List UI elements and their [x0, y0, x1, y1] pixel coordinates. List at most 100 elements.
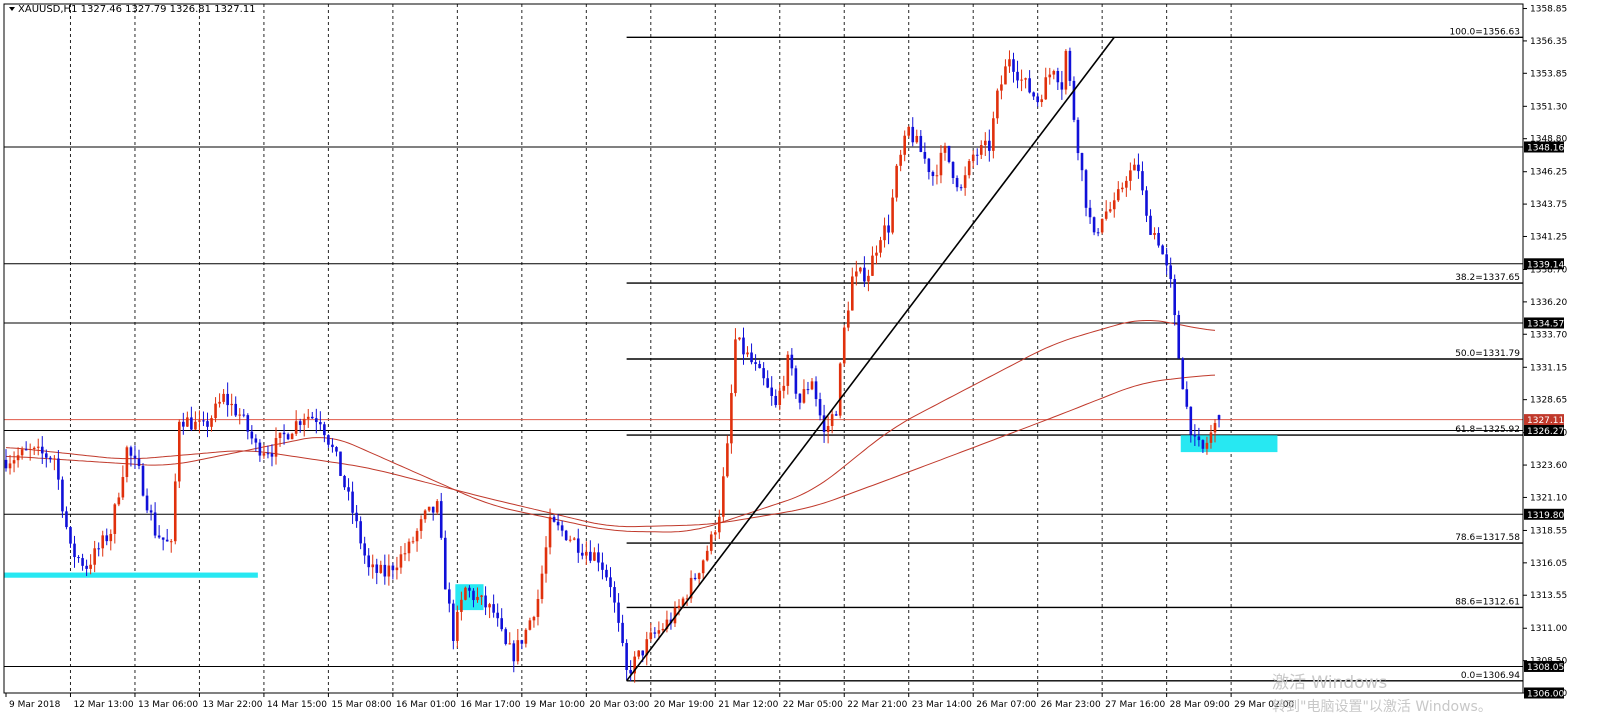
candle-up	[979, 145, 983, 155]
candle-down	[69, 527, 72, 544]
candle-down	[988, 140, 991, 151]
candle-up	[32, 447, 36, 450]
candle-down	[601, 562, 604, 570]
candle-down	[754, 362, 757, 364]
candle-up	[665, 619, 669, 629]
y-tick-label: 1311.00	[1530, 624, 1567, 634]
candles	[4, 47, 1221, 683]
candle-up	[859, 267, 862, 272]
y-tick-label: 1351.30	[1530, 102, 1567, 112]
candle-down	[85, 565, 88, 569]
candle-up	[194, 421, 197, 430]
y-tick-label: 1348.80	[1530, 135, 1567, 145]
price-label-text: 1319.80	[1527, 511, 1564, 521]
candle-up	[427, 506, 431, 511]
price-label-box	[1524, 258, 1564, 270]
candle-down	[923, 152, 927, 159]
candle-down	[105, 535, 109, 542]
candle-down	[298, 421, 302, 425]
candle-up	[907, 126, 911, 136]
candle-up	[214, 403, 217, 419]
candle-up	[294, 421, 298, 434]
candle-up	[198, 420, 201, 422]
candle-up	[1108, 209, 1112, 212]
candle-up	[855, 271, 858, 277]
candle-up	[524, 629, 528, 644]
candle-up	[93, 548, 96, 565]
x-tick-label: 16 Mar 17:00	[460, 700, 520, 710]
candle-down	[49, 457, 52, 460]
candle-down	[798, 393, 802, 403]
moving-average-fast	[5, 320, 1216, 533]
candle-down	[234, 403, 238, 416]
candle-down	[492, 604, 495, 613]
candle-down	[955, 177, 959, 188]
candle-up	[568, 539, 572, 541]
candle-down	[355, 512, 358, 522]
candle-up	[838, 363, 842, 416]
price-label-text: 1306.00	[1527, 690, 1564, 700]
candle-down	[1137, 164, 1140, 172]
candle-up	[810, 381, 814, 390]
candle-down	[282, 432, 286, 435]
candle-up	[657, 630, 661, 634]
candle-up	[1052, 71, 1056, 75]
candle-up	[423, 510, 427, 520]
candle-down	[1088, 207, 1092, 218]
watermark-line-2: 转到"电脑设置"以激活 Windows。	[1272, 698, 1492, 715]
x-tick-label: 22 Mar 05:00	[783, 700, 843, 710]
candle-down	[1145, 190, 1148, 216]
candle-up	[593, 552, 596, 561]
candle-down	[504, 629, 508, 644]
candle-down	[609, 577, 612, 588]
y-tick-label: 1341.25	[1530, 232, 1567, 242]
x-tick-label: 21 Mar 12:00	[718, 700, 778, 710]
fibonacci-levels: 100.0=1356.63 38.2=1337.65 50.0=1331.79 61.…	[626, 27, 1523, 682]
candle-up	[532, 616, 536, 621]
candle-down	[947, 145, 951, 162]
candle-up	[1024, 78, 1027, 80]
candle-up	[1004, 66, 1007, 85]
candle-up	[1125, 180, 1128, 188]
moving-average-slow	[5, 374, 1216, 528]
candle-up	[278, 432, 282, 438]
candle-up	[395, 567, 399, 571]
candle-down	[443, 537, 447, 590]
trendline	[625, 36, 1115, 682]
candle-up	[419, 519, 423, 531]
y-tick-label: 1336.20	[1530, 298, 1567, 308]
candle-up	[645, 639, 649, 656]
candle-up	[169, 541, 173, 543]
candle-up	[476, 596, 479, 601]
candle-up	[903, 135, 906, 155]
x-tick-label: 19 Mar 10:00	[525, 700, 585, 710]
candle-down	[1028, 78, 1031, 93]
candle-down	[266, 453, 270, 455]
candle-down	[45, 453, 48, 458]
candle-down	[1149, 215, 1152, 235]
x-tick-label: 20 Mar 03:00	[589, 700, 649, 710]
candle-up	[177, 421, 181, 482]
axes: 1358.85 1356.35 1353.85 1351.30 1348.80 1346.…	[3, 3, 1567, 710]
candle-up	[1048, 74, 1052, 78]
candle-down	[641, 650, 645, 656]
candle-down	[145, 495, 149, 511]
candle-down	[1012, 59, 1015, 72]
price-label-box	[1524, 508, 1564, 520]
candle-down	[617, 602, 620, 623]
candle-up	[899, 154, 902, 166]
candle-up	[730, 393, 733, 444]
y-tick-label: 1353.85	[1530, 69, 1567, 79]
candle-down	[1193, 434, 1197, 437]
moving-averages	[5, 320, 1216, 533]
candle-down	[1036, 96, 1039, 103]
candle-down	[57, 458, 60, 480]
fib-level-label: 88.6=1312.61	[1455, 597, 1520, 607]
candle-up	[685, 598, 689, 600]
candle-down	[1169, 265, 1172, 280]
fib-level-label: 78.6=1317.58	[1455, 533, 1520, 543]
candle-down	[367, 555, 370, 568]
candle-down	[24, 449, 28, 451]
